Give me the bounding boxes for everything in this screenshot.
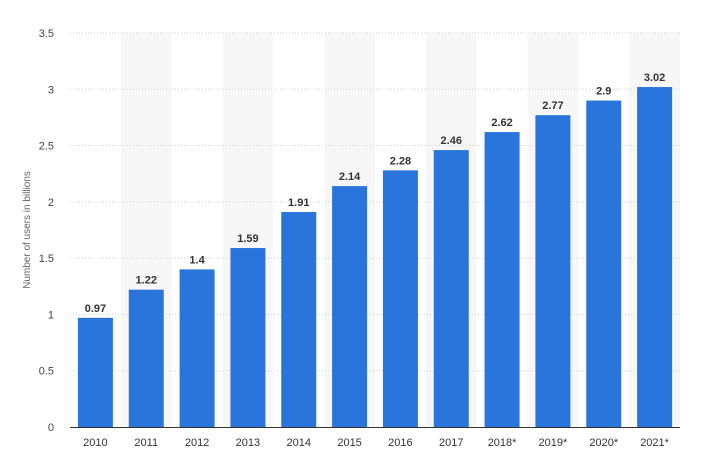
data-label: 1.91 xyxy=(288,197,309,209)
x-tick-label: 2014 xyxy=(287,437,311,449)
y-tick-label: 1 xyxy=(48,309,54,321)
bar xyxy=(382,170,418,427)
x-axis-ticks: 2010 2011 2012 2013 2014 2015 2016 2017 2018* 201… xyxy=(83,437,669,449)
bar xyxy=(637,87,673,427)
y-axis-title: Number of users in billions xyxy=(22,171,33,289)
bar xyxy=(586,100,622,428)
data-label: 0.97 xyxy=(85,303,106,315)
y-tick-label: 2 xyxy=(48,197,54,209)
x-tick-label: 2015 xyxy=(337,437,361,449)
bar xyxy=(179,269,215,427)
data-label: 3.02 xyxy=(644,72,665,84)
x-tick-label: 2010 xyxy=(83,437,107,449)
y-tick-label: 0 xyxy=(48,422,54,434)
data-label: 2.28 xyxy=(390,155,411,167)
x-tick-label: 2021* xyxy=(640,437,669,449)
data-labels: 0.97 1.22 1.4 1.59 1.91 2.14 2.28 2.46 2.62 2.77 2… xyxy=(85,72,666,315)
y-tick-label: 0.5 xyxy=(39,366,54,378)
data-label: 2.14 xyxy=(339,171,361,183)
x-tick-label: 2020* xyxy=(589,437,618,449)
bar xyxy=(128,289,164,427)
y-tick-label: 3 xyxy=(48,84,54,96)
x-tick-label: 2017 xyxy=(439,437,463,449)
data-label: 1.4 xyxy=(189,254,205,266)
data-label: 2.9 xyxy=(596,86,611,98)
y-tick-label: 3.5 xyxy=(39,28,54,40)
bars xyxy=(77,87,673,428)
y-tick-label: 2.5 xyxy=(39,141,54,153)
x-tick-label: 2013 xyxy=(236,437,260,449)
data-label: 1.59 xyxy=(237,233,258,245)
x-tick-label: 2011 xyxy=(134,437,158,449)
bar xyxy=(433,150,469,427)
bar xyxy=(332,186,368,427)
data-label: 2.62 xyxy=(491,117,512,129)
bar xyxy=(77,317,113,427)
y-axis-ticks: 0 0.5 1 1.5 2 2.5 3 3.5 xyxy=(39,28,54,434)
bar xyxy=(281,211,317,427)
bar xyxy=(484,132,520,427)
x-tick-label: 2016 xyxy=(388,437,412,449)
data-label: 1.22 xyxy=(136,275,157,287)
data-label: 2.77 xyxy=(542,100,563,112)
y-tick-label: 1.5 xyxy=(39,253,54,265)
bar xyxy=(535,115,571,428)
x-tick-label: 2012 xyxy=(185,437,209,449)
x-tick-label: 2018* xyxy=(488,437,517,449)
bar xyxy=(230,248,266,427)
x-tick-label: 2019* xyxy=(539,437,568,449)
data-label: 2.46 xyxy=(441,135,462,147)
